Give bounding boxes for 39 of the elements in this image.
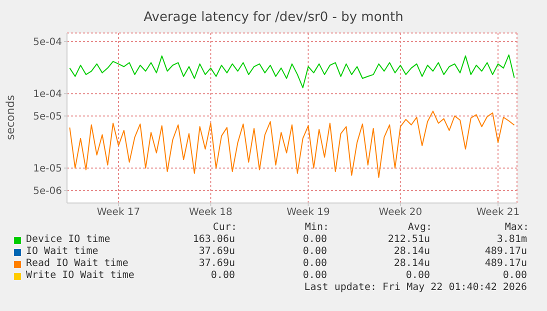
text: 0.00	[406, 270, 430, 281]
text: 28.14u	[394, 258, 430, 269]
x-tick-label: Week 20	[378, 207, 422, 218]
text: Min:	[304, 222, 329, 233]
y-axis-title: seconds	[4, 95, 17, 140]
legend-label: Write IO Wait time	[26, 270, 134, 281]
text: 0.00	[502, 270, 527, 281]
y-tick-label: 1e-04	[33, 89, 62, 100]
legend-label: Device IO time	[26, 234, 110, 245]
y-tick-label: 5e-05	[33, 112, 62, 123]
x-tick-label: Week 19	[286, 207, 330, 218]
text: Cur:	[212, 222, 237, 233]
x-tick-label: Week 17	[96, 207, 140, 218]
legend-label: Read IO Wait time	[26, 258, 128, 269]
text: 0.00	[302, 258, 327, 269]
text: 37.69u	[198, 258, 235, 269]
line-series	[69, 110, 515, 178]
legend-label: IO Wait time	[26, 246, 98, 257]
text: 37.69u	[198, 246, 235, 257]
text: 28.14u	[394, 246, 430, 257]
text: 3.81m	[496, 234, 527, 245]
chart-title: Average latency for /dev/sr0 - by month	[142, 10, 404, 25]
text: 212.51u	[388, 234, 430, 245]
x-tick-label: Week 21	[476, 207, 520, 218]
text: 0.00	[302, 234, 327, 245]
text: 0.00	[302, 246, 327, 257]
text: 0.00	[302, 270, 327, 281]
text: Max:	[504, 222, 529, 233]
text: 163.06u	[192, 234, 235, 245]
text: 0.00	[210, 270, 235, 281]
text: Avg:	[408, 222, 432, 233]
y-tick-label: 5e-06	[33, 186, 62, 198]
text: 489.17u	[484, 258, 527, 269]
text: 489.17u	[484, 246, 527, 257]
y-tick-label: 1e-05	[33, 164, 62, 175]
text: Last update: Fri May 22 01:40:42 2026	[304, 282, 527, 293]
x-tick-label: Week 18	[189, 207, 232, 218]
y-tick-label: 5e-04	[33, 37, 62, 48]
line-series	[69, 54, 515, 88]
